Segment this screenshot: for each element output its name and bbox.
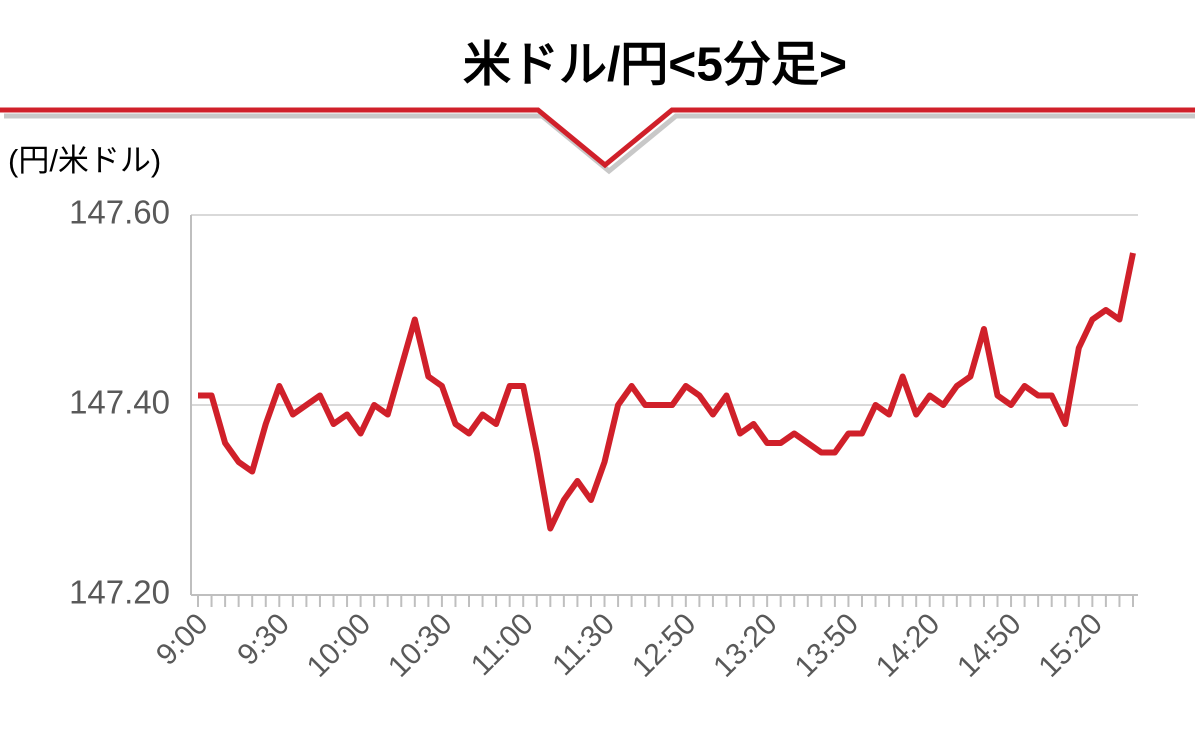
x-tick-label: 11:30 (546, 607, 621, 682)
price-line (198, 252, 1136, 532)
y-tick-label: 147.20 (69, 574, 170, 611)
x-tick-label: 15:20 (1032, 607, 1108, 683)
x-tick-label: 9:30 (231, 607, 296, 672)
x-tick-label: 14:50 (951, 607, 1027, 683)
y-tick-label: 147.60 (69, 194, 170, 231)
chart-title: 米ドル/円<5分足> (463, 39, 847, 92)
x-tick-label: 14:20 (870, 607, 946, 683)
x-tick-label: 9:00 (150, 607, 215, 672)
x-tick-label: 13:50 (789, 607, 865, 683)
x-tick-label: 10:00 (301, 607, 377, 683)
x-tick-label: 11:00 (465, 607, 540, 682)
y-axis-label: (円/米ドル) (8, 143, 161, 178)
x-tick-label: 10:30 (382, 607, 458, 683)
x-tick-label: 12:50 (626, 607, 702, 683)
banner-line (0, 107, 1195, 169)
y-tick-label: 147.40 (69, 384, 170, 421)
plot-area: 147.20 147.40 147.60 9:00 9:30 10:00 10:30 11:0… (69, 194, 1138, 684)
banner-shadow (4, 113, 1195, 175)
x-tick-label: 13:20 (707, 607, 783, 683)
